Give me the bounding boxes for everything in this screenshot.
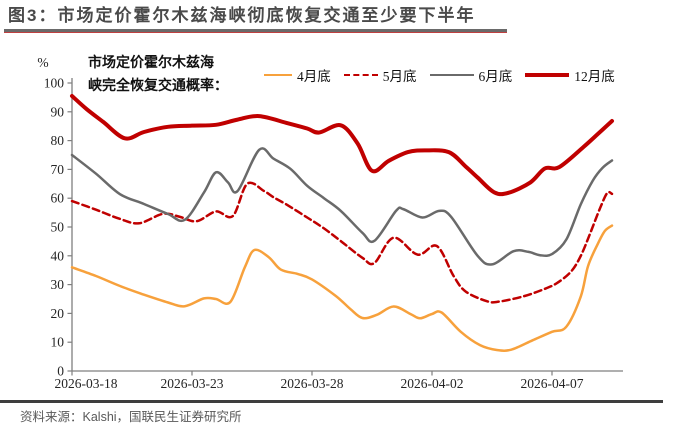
y-tick-label: 100 (44, 76, 65, 91)
legend-swatch-apr (264, 74, 292, 76)
y-tick-label: 50 (51, 220, 65, 235)
legend-swatch-may (343, 74, 378, 76)
legend-label-dec: 12月底 (574, 69, 615, 84)
y-tick-label: 40 (51, 248, 65, 263)
y-tick-label: 70 (51, 162, 65, 177)
legend-item-jun: 6月底 (429, 65, 513, 85)
title-underline-accent (4, 31, 507, 34)
legend-swatch-dec (525, 73, 570, 77)
y-tick-label: 60 (51, 191, 65, 206)
x-tick-label: 2026-04-07 (521, 376, 584, 391)
y-tick-label: 10 (51, 335, 65, 350)
x-tick-label: 2026-03-18 (55, 376, 118, 391)
series-line-dec (70, 94, 614, 197)
y-tick-label: 0 (57, 364, 64, 379)
chart-inner-label-line1: 市场定价霍尔木兹海 (88, 56, 214, 71)
legend-label-may: 5月底 (382, 69, 417, 84)
source-note: 资料来源：Kalshi，国联民生证券研究所 (20, 410, 242, 424)
legend-item-dec: 12月底 (525, 65, 615, 85)
legend-label-apr: 4月底 (297, 69, 331, 84)
x-tick-label: 2026-03-28 (281, 376, 344, 391)
y-tick-label: 30 (51, 277, 65, 292)
series-line-apr (70, 224, 614, 352)
figure-title: 图3：市场定价霍尔木兹海峡彻底恢复交通至少要下半年 (8, 6, 476, 25)
x-tick-label: 2026-04-02 (401, 376, 464, 391)
chart-inner-label-line2: 峡完全恢复交通概率： (88, 79, 228, 94)
legend-swatch-jun (429, 74, 474, 76)
y-tick-label: 20 (51, 306, 65, 321)
y-axis-unit-label: % (37, 55, 49, 70)
series-line-may (70, 181, 614, 304)
chart-inner-label: 市场定价霍尔木兹海 峡完全恢复交通概率： (88, 52, 288, 98)
title-underline (4, 29, 507, 32)
legend-label-jun: 6月底 (478, 69, 513, 84)
chart-legend: 4月底 5月底 6月底 12月底 (264, 66, 615, 84)
y-tick-label: 80 (51, 133, 65, 148)
footer-divider (0, 400, 663, 403)
axes (71, 78, 623, 372)
x-tick-label: 2026-03-23 (161, 376, 224, 391)
legend-item-may: 5月底 (343, 65, 417, 85)
series-line-jun (70, 147, 614, 266)
legend-item-apr: 4月底 (264, 65, 331, 85)
y-tick-label: 90 (51, 104, 65, 119)
